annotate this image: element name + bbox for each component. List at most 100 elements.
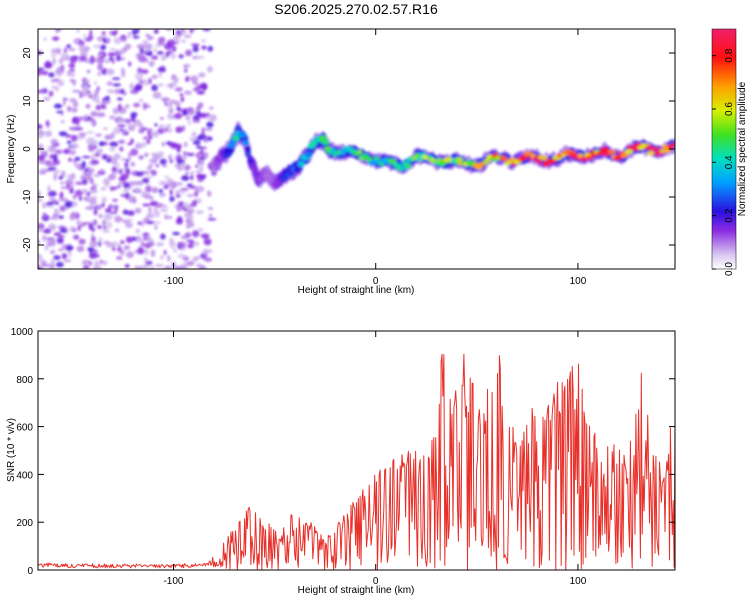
noise-blob (115, 89, 119, 94)
noise-blob (119, 147, 123, 152)
noise-blob (180, 201, 184, 205)
noise-blob (173, 249, 177, 252)
noise-blob (142, 142, 147, 148)
snr-x-axis-label: Height of straight line (km) (298, 585, 415, 596)
noise-blob (125, 224, 132, 228)
spectrogram-y-axis-label: Frequency (Hz) (6, 115, 17, 184)
noise-blob (125, 104, 129, 108)
noise-blob (190, 175, 193, 181)
ridge-blob (625, 149, 633, 153)
noise-blob (176, 205, 182, 212)
noise-blob (45, 205, 54, 207)
noise-blob (98, 37, 103, 43)
noise-blob (187, 194, 195, 198)
noise-blob (45, 131, 52, 137)
noise-blob (53, 255, 60, 260)
noise-blob (72, 90, 80, 93)
noise-blob (161, 54, 167, 61)
noise-blob (160, 205, 168, 208)
noise-blob (192, 80, 196, 83)
noise-blob (146, 139, 150, 144)
noise-blob (184, 35, 192, 38)
noise-blob (77, 225, 81, 232)
noise-blob (118, 140, 125, 144)
noise-blob (162, 165, 168, 168)
spectrogram-y-tick-label: -10 (22, 189, 33, 204)
noise-blob (124, 162, 128, 169)
noise-blob (173, 35, 180, 41)
noise-blob (105, 134, 110, 140)
noise-blob (151, 170, 157, 176)
noise-blob (82, 189, 87, 194)
noise-blob (128, 196, 136, 203)
noise-blob (130, 115, 136, 119)
noise-blob (192, 200, 197, 205)
colorbar-tick-label: 0.2 (724, 208, 735, 222)
noise-blob (107, 81, 113, 85)
noise-blob (158, 67, 166, 73)
noise-blob (181, 40, 186, 42)
noise-blob (160, 255, 164, 259)
noise-blob (203, 249, 210, 255)
noise-blob (147, 129, 151, 136)
noise-blob (204, 238, 212, 245)
noise-blob (55, 86, 59, 91)
noise-blob (79, 45, 85, 52)
noise-blob (154, 208, 158, 213)
noise-blob (198, 228, 203, 232)
noise-blob (91, 155, 95, 160)
noise-blob (91, 160, 99, 165)
noise-blob (82, 260, 89, 264)
noise-blob (129, 83, 134, 90)
noise-blob (100, 169, 104, 173)
noise-blob (43, 212, 47, 217)
noise-blob (194, 190, 198, 197)
noise-blob (186, 153, 194, 157)
noise-blob (176, 106, 180, 111)
noise-blob (102, 229, 110, 232)
noise-blob (66, 44, 71, 48)
noise-blob (98, 72, 101, 77)
noise-blob (184, 69, 187, 73)
ridge-blob (405, 164, 412, 168)
noise-blob (181, 97, 185, 103)
noise-blob (64, 260, 72, 263)
spectrogram-x-tick-label: 100 (570, 276, 587, 287)
noise-blob (60, 53, 66, 58)
noise-blob (182, 111, 186, 116)
noise-blob (130, 162, 135, 167)
noise-blob (152, 75, 158, 79)
noise-blob (207, 66, 213, 73)
noise-blob (54, 104, 62, 109)
noise-blob (121, 174, 129, 180)
colorbar-tick-label: 0.8 (724, 48, 735, 62)
ridge-blob (322, 139, 329, 145)
noise-blob (155, 264, 164, 267)
signal-ridge (210, 121, 676, 191)
colorbar-gradient (712, 29, 736, 269)
noise-blob (203, 113, 210, 117)
noise-blob (207, 190, 212, 197)
noise-blob (149, 61, 154, 67)
noise-blob (115, 229, 120, 233)
noise-blob (130, 181, 139, 185)
noise-blob (178, 54, 184, 58)
colorbar-tick-label: 0.0 (724, 262, 735, 276)
noise-blob (53, 174, 57, 181)
snr-y-tick-label: 1000 (11, 327, 34, 338)
noise-blob (117, 124, 126, 127)
noise-blob (145, 185, 151, 192)
noise-blob (167, 124, 171, 127)
noise-blob (60, 182, 65, 185)
noise-blob (100, 45, 107, 50)
colorbar-tick-label: 0.6 (724, 102, 735, 116)
snr-y-tick-label: 200 (16, 518, 33, 529)
noise-blob (122, 128, 127, 134)
noise-blob (92, 113, 100, 117)
noise-blob (192, 230, 199, 237)
noise-blob (185, 232, 192, 238)
noise-blob (193, 115, 201, 121)
noise-blob (193, 88, 200, 91)
noise-blob (33, 91, 41, 94)
noise-blob (48, 167, 57, 170)
